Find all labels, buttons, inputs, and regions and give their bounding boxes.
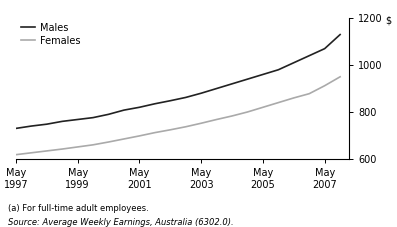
Males: [260, 73, 265, 76]
Males: [44, 123, 49, 126]
Females: [91, 143, 95, 146]
Females: [60, 148, 65, 151]
Males: [276, 68, 281, 71]
Females: [44, 150, 49, 152]
Males: [307, 54, 312, 57]
Females: [229, 115, 234, 117]
Males: [60, 120, 65, 123]
Females: [183, 125, 188, 128]
Line: Females: Females: [16, 77, 340, 155]
Females: [137, 135, 142, 137]
Males: [183, 96, 188, 99]
Males: [322, 47, 327, 50]
Females: [152, 131, 157, 134]
Females: [307, 92, 312, 95]
Text: Source: Average Weekly Earnings, Australia (6302.0).: Source: Average Weekly Earnings, Austral…: [8, 218, 233, 227]
Females: [121, 138, 126, 140]
Females: [214, 118, 219, 121]
Males: [106, 113, 111, 116]
Females: [291, 96, 296, 99]
Females: [260, 106, 265, 109]
Males: [121, 109, 126, 111]
Males: [214, 87, 219, 90]
Y-axis label: $: $: [385, 15, 391, 25]
Females: [168, 128, 173, 131]
Males: [291, 61, 296, 64]
Line: Males: Males: [16, 35, 340, 128]
Males: [168, 99, 173, 102]
Females: [322, 84, 327, 87]
Females: [75, 146, 80, 148]
Females: [106, 141, 111, 143]
Males: [91, 116, 95, 119]
Text: (a) For full-time adult employees.: (a) For full-time adult employees.: [8, 204, 149, 213]
Males: [245, 78, 250, 81]
Males: [199, 92, 204, 95]
Females: [29, 151, 34, 154]
Males: [13, 127, 18, 130]
Males: [75, 118, 80, 121]
Females: [245, 111, 250, 113]
Males: [152, 102, 157, 105]
Females: [199, 122, 204, 125]
Males: [229, 82, 234, 85]
Females: [13, 153, 18, 156]
Females: [276, 101, 281, 104]
Males: [29, 125, 34, 127]
Males: [137, 106, 142, 109]
Females: [338, 75, 343, 78]
Legend: Males, Females: Males, Females: [21, 23, 81, 46]
Males: [338, 33, 343, 36]
